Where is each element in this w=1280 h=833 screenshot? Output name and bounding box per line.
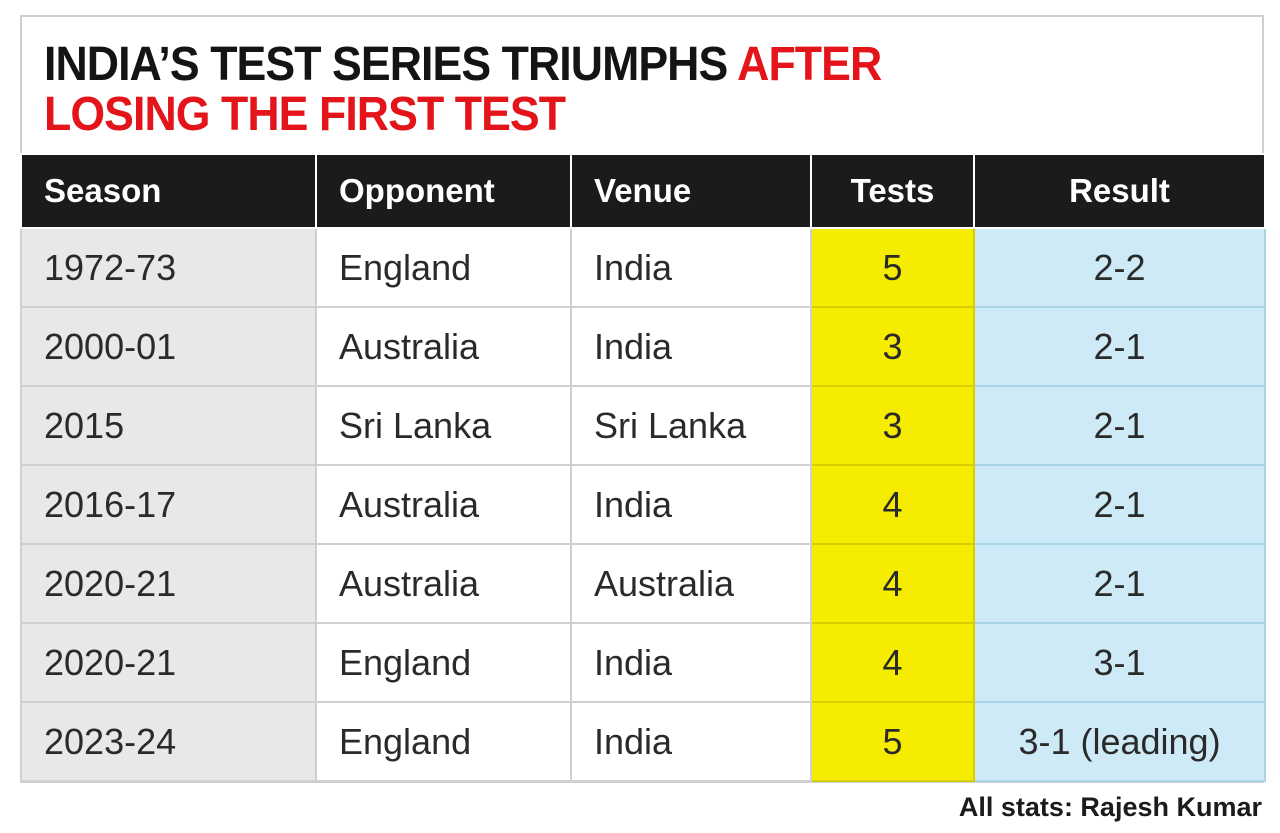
season-cell: 1972-73: [20, 227, 317, 308]
venue-cell: India: [570, 622, 812, 703]
header-opponent: Opponent: [315, 153, 572, 229]
tests-cell: 4: [810, 464, 975, 545]
opponent-cell: Australia: [315, 464, 572, 545]
table-row: 2016-17 Australia India 4 2-1: [20, 464, 1266, 545]
title-part-red: AFTER: [737, 38, 882, 91]
season-cell: 2020-21: [20, 543, 317, 624]
header-row: Season Opponent Venue Tests Result: [20, 153, 1266, 229]
header-season: Season: [20, 153, 317, 229]
opponent-cell: Australia: [315, 306, 572, 387]
table-row: 2020-21 Australia Australia 4 2-1: [20, 543, 1266, 624]
venue-cell: India: [570, 227, 812, 308]
venue-cell: Australia: [570, 543, 812, 624]
header-result: Result: [973, 153, 1266, 229]
result-cell: 3-1: [973, 622, 1266, 703]
season-cell: 2020-21: [20, 622, 317, 703]
tests-cell: 3: [810, 306, 975, 387]
season-cell: 2015: [20, 385, 317, 466]
result-cell: 3-1 (leading): [973, 701, 1266, 782]
tests-cell: 4: [810, 622, 975, 703]
venue-cell: Sri Lanka: [570, 385, 812, 466]
table-row: 2000-01 Australia India 3 2-1: [20, 306, 1266, 387]
page-title: INDIA’S TEST SERIES TRIUMPHS AFTER LOSIN…: [44, 40, 1141, 140]
table-row: 1972-73 England India 5 2-2: [20, 227, 1266, 308]
venue-cell: India: [570, 306, 812, 387]
source-credit: All stats: Rajesh Kumar: [958, 792, 1262, 822]
tests-cell: 3: [810, 385, 975, 466]
result-cell: 2-1: [973, 385, 1266, 466]
opponent-cell: England: [315, 622, 572, 703]
table-row: 2023-24 England India 5 3-1 (leading): [20, 701, 1266, 782]
result-cell: 2-1: [973, 306, 1266, 387]
opponent-cell: Sri Lanka: [315, 385, 572, 466]
header-tests: Tests: [810, 153, 975, 229]
title-part-black: INDIA’S TEST SERIES TRIUMPHS: [44, 38, 738, 91]
result-cell: 2-1: [973, 543, 1266, 624]
opponent-cell: England: [315, 701, 572, 782]
venue-cell: India: [570, 701, 812, 782]
venue-cell: India: [570, 464, 812, 545]
tests-cell: 5: [810, 227, 975, 308]
opponent-cell: Australia: [315, 543, 572, 624]
tests-cell: 4: [810, 543, 975, 624]
result-cell: 2-2: [973, 227, 1266, 308]
title-line-2: LOSING THE FIRST TEST: [44, 88, 566, 141]
table-row: 2020-21 England India 4 3-1: [20, 622, 1266, 703]
tests-cell: 5: [810, 701, 975, 782]
header-venue: Venue: [570, 153, 812, 229]
season-cell: 2023-24: [20, 701, 317, 782]
opponent-cell: England: [315, 227, 572, 308]
series-table: Season Opponent Venue Tests Result 1972-…: [20, 153, 1266, 782]
result-cell: 2-1: [973, 464, 1266, 545]
season-cell: 2000-01: [20, 306, 317, 387]
table-row: 2015 Sri Lanka Sri Lanka 3 2-1: [20, 385, 1266, 466]
season-cell: 2016-17: [20, 464, 317, 545]
